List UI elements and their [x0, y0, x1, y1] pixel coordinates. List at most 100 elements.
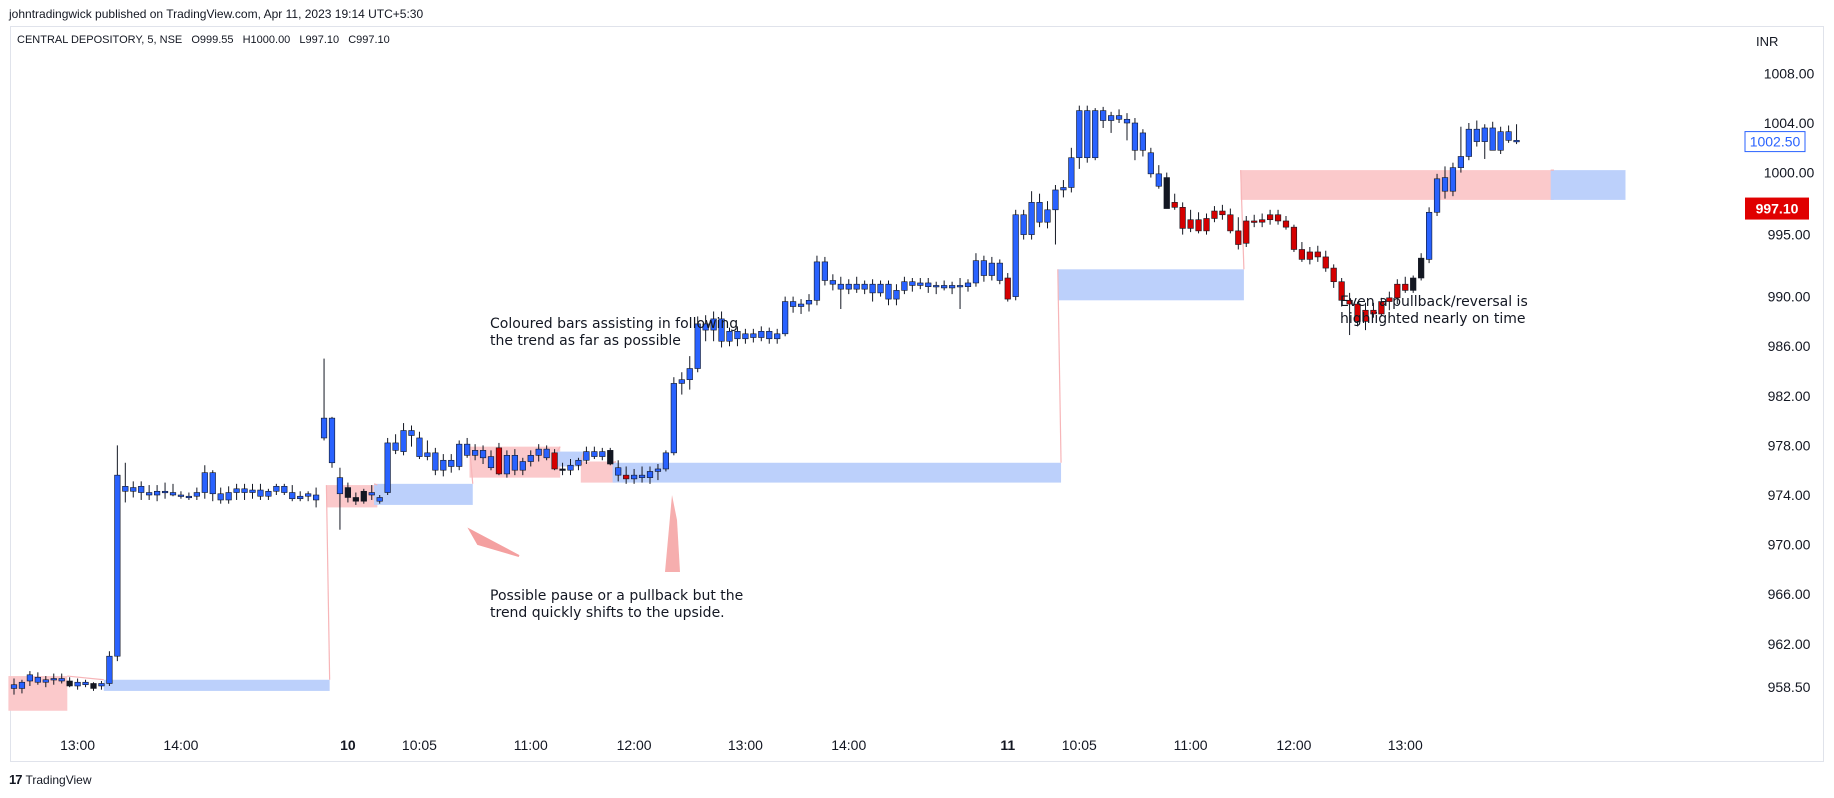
- zone-connector: [1240, 170, 1245, 270]
- price-tick-label: 990.00: [1768, 289, 1811, 305]
- price-tick-label: 974.00: [1768, 487, 1811, 503]
- candle: [726, 327, 733, 347]
- candle: [909, 278, 916, 292]
- candle: [1004, 273, 1011, 302]
- candle: [1298, 242, 1305, 262]
- candle-body: [90, 683, 97, 689]
- candle: [464, 437, 471, 458]
- candle-body: [511, 455, 518, 471]
- candle: [813, 255, 821, 306]
- candle: [941, 280, 948, 291]
- candle-body: [893, 290, 900, 300]
- candle-body: [1306, 251, 1313, 260]
- candle-body: [1402, 283, 1409, 291]
- candle: [225, 486, 232, 504]
- candle: [305, 491, 312, 502]
- candle: [376, 495, 383, 504]
- zone-connector: [1057, 269, 1062, 463]
- price-tick-label: 962.00: [1768, 636, 1811, 652]
- candle: [1036, 193, 1043, 228]
- candle: [66, 677, 73, 688]
- candle: [201, 465, 208, 499]
- candle-body: [559, 468, 566, 471]
- candle: [678, 372, 685, 395]
- candle: [1020, 209, 1027, 240]
- candle: [138, 481, 145, 500]
- publisher-caption: johntradingwick published on TradingView…: [9, 7, 424, 21]
- candle-body: [185, 495, 193, 499]
- candle-body: [1298, 249, 1305, 260]
- candle-body: [1052, 189, 1059, 211]
- candle: [1418, 253, 1425, 281]
- candle-body: [146, 492, 153, 496]
- candle: [1068, 147, 1075, 193]
- candle: [1267, 209, 1274, 225]
- candle: [1092, 108, 1099, 161]
- candle: [384, 437, 391, 495]
- zone-connector: [325, 485, 331, 680]
- candle: [742, 328, 749, 344]
- candle-body: [964, 282, 972, 287]
- candle: [933, 281, 940, 295]
- zone-connector: [373, 483, 378, 486]
- candle: [869, 279, 876, 302]
- candle-body: [233, 488, 240, 493]
- candle: [1163, 172, 1170, 209]
- currency-label[interactable]: INR: [1756, 34, 1779, 49]
- candle-body: [638, 474, 646, 478]
- candle-body: [479, 450, 487, 459]
- candle-body: [996, 262, 1003, 281]
- price-tick-label: 970.00: [1768, 537, 1811, 553]
- candle-body: [869, 283, 876, 294]
- candle-body: [885, 283, 892, 300]
- trend-zone-down: [326, 485, 378, 508]
- candle-body: [710, 318, 717, 331]
- candle-body: [495, 447, 503, 475]
- candle: [1012, 209, 1019, 301]
- candle-body: [1433, 178, 1441, 213]
- candle: [1171, 193, 1178, 210]
- candle: [1378, 297, 1385, 317]
- candle: [26, 671, 34, 686]
- time-tick-label: 10: [340, 737, 356, 753]
- candle: [964, 279, 972, 292]
- candle-body: [58, 678, 65, 682]
- candle-body: [933, 285, 940, 288]
- candle: [50, 673, 57, 685]
- candle: [154, 485, 161, 502]
- tradingview-footer[interactable]: 17 TradingView: [9, 772, 92, 787]
- candle-body: [416, 437, 423, 457]
- candle-body: [1115, 115, 1123, 120]
- candle: [853, 276, 860, 293]
- candle: [996, 259, 1003, 285]
- candle: [607, 447, 614, 466]
- candle: [1187, 209, 1194, 233]
- candle: [901, 276, 908, 295]
- candle: [249, 483, 256, 499]
- candle-body: [487, 456, 495, 469]
- candle: [1481, 124, 1488, 159]
- candle-body: [1362, 309, 1369, 322]
- candle-body: [1004, 277, 1011, 300]
- candle-body: [789, 301, 797, 307]
- symbol-name[interactable]: CENTRAL DEPOSITORY, 5, NSE: [17, 34, 183, 46]
- candle: [1084, 105, 1091, 163]
- candle: [829, 274, 836, 291]
- candle: [479, 445, 487, 464]
- annotation-line: Even a pullback/reversal is: [1340, 294, 1528, 310]
- candle: [146, 485, 153, 500]
- candle-body: [1060, 187, 1067, 191]
- candle-body: [360, 490, 367, 502]
- candle-body: [1044, 209, 1051, 223]
- ohlc-high: H1000.00: [242, 34, 291, 46]
- candle: [1338, 278, 1345, 307]
- candle-body: [1163, 177, 1170, 209]
- candle: [1123, 113, 1131, 141]
- candle: [925, 278, 932, 293]
- candle: [1457, 126, 1464, 173]
- candle: [1076, 105, 1083, 169]
- candle-body: [320, 417, 328, 439]
- time-tick-label: 11:00: [514, 737, 548, 753]
- candle-body: [630, 474, 638, 480]
